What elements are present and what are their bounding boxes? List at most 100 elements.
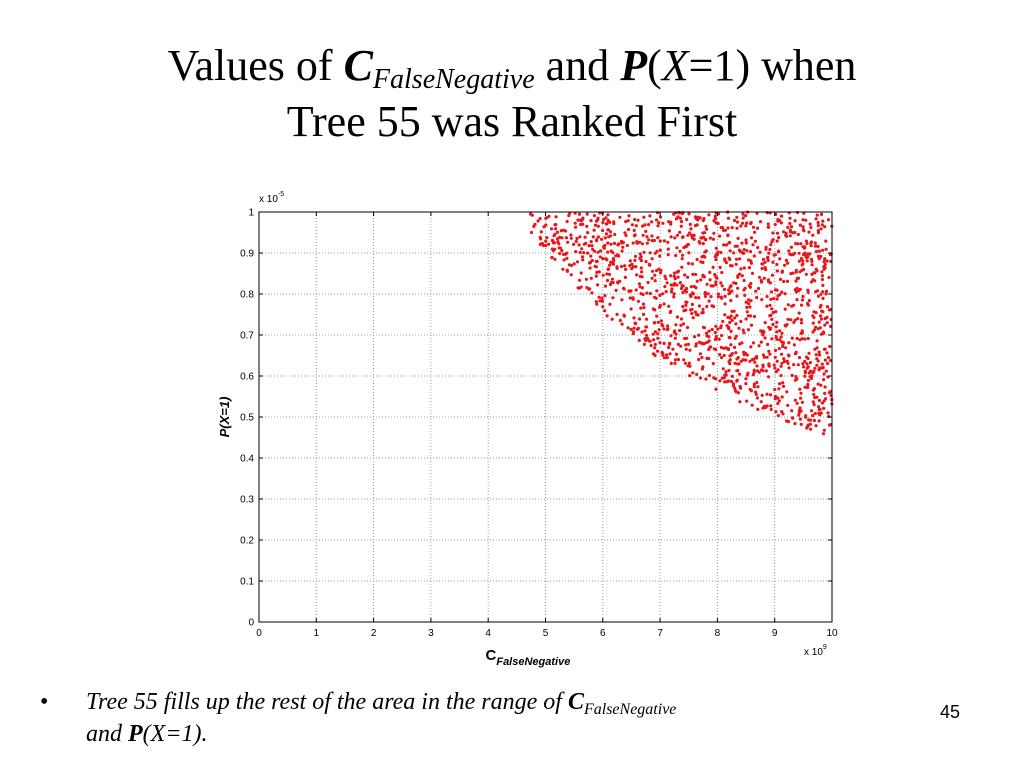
data-point <box>641 292 645 297</box>
data-point <box>569 273 573 277</box>
data-point <box>690 233 694 237</box>
data-point <box>714 335 718 339</box>
x-tick-label: 1 <box>314 628 320 639</box>
data-point <box>801 294 805 299</box>
y-tick-label: 0 <box>248 618 254 629</box>
data-point <box>578 235 582 239</box>
data-point <box>597 295 601 299</box>
data-point <box>565 251 569 255</box>
data-point <box>733 386 737 390</box>
data-point <box>810 409 814 413</box>
data-point <box>775 297 779 301</box>
data-point <box>668 352 672 356</box>
data-point <box>775 337 779 341</box>
data-point <box>757 275 762 279</box>
data-point <box>800 298 805 302</box>
data-point <box>705 334 709 338</box>
data-point <box>641 233 645 237</box>
data-point <box>734 322 738 326</box>
data-point <box>575 236 579 241</box>
data-point <box>665 356 669 360</box>
data-point <box>730 318 734 322</box>
data-point <box>809 427 813 431</box>
data-point <box>673 336 677 340</box>
data-point <box>544 239 548 243</box>
data-point <box>596 235 600 239</box>
data-point <box>674 217 679 221</box>
data-point <box>662 302 666 306</box>
data-point <box>714 246 718 250</box>
data-point <box>775 262 779 267</box>
x-tick-label: 3 <box>428 628 434 639</box>
data-point <box>567 263 572 267</box>
data-point <box>775 239 779 243</box>
data-point <box>688 348 692 352</box>
data-point <box>759 400 763 404</box>
data-point <box>741 216 745 220</box>
data-point <box>640 330 644 334</box>
data-point <box>633 258 637 262</box>
data-point <box>662 239 666 243</box>
data-point <box>631 265 636 269</box>
data-point <box>760 393 764 397</box>
data-point <box>756 286 761 291</box>
data-point <box>581 258 585 262</box>
data-point <box>802 365 806 369</box>
data-point <box>609 249 613 253</box>
data-point <box>737 326 741 330</box>
data-point <box>803 337 807 341</box>
data-point <box>661 352 665 356</box>
data-point <box>762 355 767 359</box>
data-point <box>579 271 583 275</box>
tick-labels: 0 1 2 3 4 5 6 7 8 9 10 0 0.1 0.2 0.3 0.4 0.5 0.6 0.7 0.8 0.9… <box>240 208 838 640</box>
y-tick-label: 0.1 <box>240 577 254 588</box>
data-point <box>692 233 696 237</box>
data-point <box>603 236 607 240</box>
data-point <box>569 233 573 237</box>
data-point <box>789 225 794 229</box>
y-tick-label: 0.5 <box>240 413 254 424</box>
data-point <box>749 236 754 240</box>
data-point <box>809 418 813 422</box>
data-point <box>713 337 717 341</box>
data-point <box>660 322 664 326</box>
data-point <box>634 265 638 269</box>
data-point <box>799 318 804 322</box>
data-point <box>592 214 596 218</box>
data-point <box>765 211 769 215</box>
data-point <box>813 347 817 351</box>
data-point <box>695 223 699 227</box>
data-point <box>752 385 756 389</box>
data-point <box>825 315 829 319</box>
data-point <box>641 224 645 228</box>
data-point <box>823 257 827 261</box>
data-point <box>658 293 662 297</box>
data-point <box>769 290 774 294</box>
data-point <box>703 292 707 296</box>
data-point <box>793 219 797 223</box>
data-point <box>710 327 714 332</box>
data-point <box>810 259 814 263</box>
data-point <box>558 246 563 250</box>
data-point <box>579 285 583 289</box>
data-point <box>816 289 820 293</box>
data-point <box>652 338 656 342</box>
data-point <box>773 394 778 399</box>
data-point <box>779 221 784 225</box>
data-point <box>648 214 652 218</box>
data-point <box>601 273 605 277</box>
data-point <box>824 239 828 243</box>
data-point <box>809 225 813 230</box>
data-point <box>816 382 820 386</box>
data-point <box>728 285 732 289</box>
data-point <box>760 298 764 302</box>
data-point <box>747 266 752 270</box>
data-point <box>736 275 740 279</box>
data-point <box>572 262 576 266</box>
y-tick-label: 0.7 <box>240 331 254 342</box>
data-point <box>755 364 759 368</box>
data-point <box>819 317 824 321</box>
data-point <box>624 267 628 271</box>
data-point <box>705 227 709 231</box>
data-point <box>702 217 706 221</box>
